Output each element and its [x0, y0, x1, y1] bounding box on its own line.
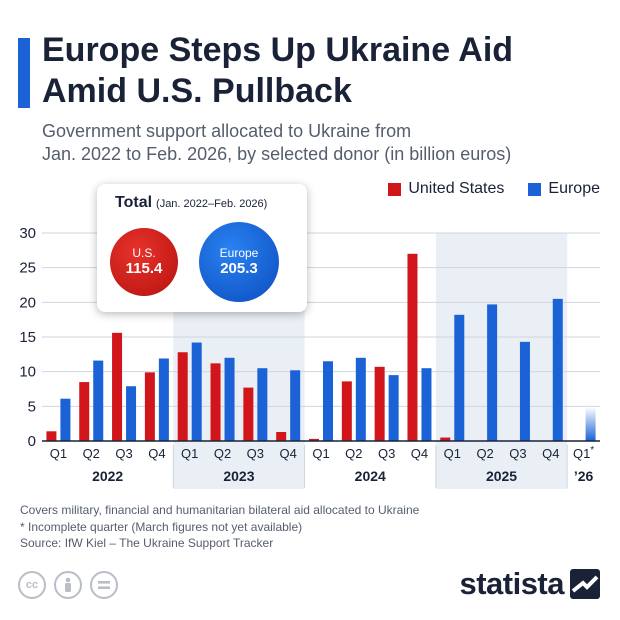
x-tick-label: Q3 — [115, 446, 132, 461]
x-tick-label: Q4 — [148, 446, 165, 461]
x-tick-label: Q1 — [181, 446, 198, 461]
europe-total-label: Europe — [219, 246, 259, 260]
us-total-label: U.S. — [132, 246, 156, 260]
europe-total-value: 205.3 — [220, 260, 258, 277]
x-tick-label: Q4 — [542, 446, 559, 461]
y-tick-label: 20 — [19, 294, 36, 311]
statista-wordmark: statista — [459, 566, 564, 601]
page-title: Europe Steps Up Ukraine Aid Amid U.S. Pu… — [42, 31, 514, 110]
legend-label-europe: Europe — [548, 180, 600, 197]
year-label: 2024 — [355, 468, 386, 484]
bar-us — [243, 387, 254, 441]
bar-europe — [519, 341, 530, 441]
legend-item-europe: Europe — [528, 180, 600, 198]
bar-us — [440, 437, 451, 441]
y-tick-label: 25 — [19, 260, 36, 277]
bar-us — [407, 253, 418, 441]
x-tick-label: Q1* — [573, 445, 594, 461]
bar-europe — [454, 314, 465, 441]
x-tick-label: Q1 — [50, 446, 67, 461]
chart-legend: United States Europe — [364, 180, 600, 198]
bar-europe — [585, 407, 596, 441]
title-accent-bar — [18, 38, 30, 108]
bar-us — [341, 381, 352, 441]
person-icon[interactable] — [54, 571, 82, 599]
bar-us — [309, 438, 319, 441]
legend-swatch-europe — [528, 182, 542, 196]
x-tick-label: Q2 — [83, 446, 100, 461]
footnote-coverage: Covers military, financial and humanitar… — [20, 503, 420, 517]
bar-us — [177, 352, 188, 441]
x-tick-label: Q1 — [312, 446, 329, 461]
x-tick-label: Q3 — [247, 446, 264, 461]
bar-us — [374, 366, 385, 441]
bar-europe — [257, 368, 268, 441]
bar-europe — [290, 370, 301, 441]
x-tick-label: Q4 — [280, 446, 297, 461]
license-icons: cc — [18, 571, 126, 599]
y-tick-label: 10 — [19, 364, 36, 381]
year-label: ’26 — [574, 468, 594, 484]
x-tick-label: Q3 — [378, 446, 395, 461]
cc-icon[interactable]: cc — [18, 571, 46, 599]
legend-item-us: United States — [388, 180, 504, 198]
us-total-value: 115.4 — [125, 260, 163, 277]
bar-europe — [421, 368, 432, 441]
bar-europe — [158, 358, 169, 441]
bar-europe — [552, 298, 563, 441]
year-label: 2022 — [92, 468, 123, 484]
equals-icon[interactable] — [90, 571, 118, 599]
footnote-source: Source: IfW Kiel – The Ukraine Support T… — [20, 536, 274, 550]
statista-brand[interactable]: statista — [459, 566, 600, 602]
bar-us — [112, 332, 123, 441]
legend-swatch-us — [388, 182, 402, 196]
bar-us — [144, 372, 155, 441]
footnote-incomplete: * Incomplete quarter (March figures not … — [20, 519, 303, 534]
bar-us — [46, 431, 57, 441]
year-label: 2025 — [486, 468, 517, 484]
us-total-bubble: U.S. 115.4 — [110, 228, 178, 296]
y-tick-label: 5 — [28, 398, 36, 415]
totals-range: (Jan. 2022–Feb. 2026) — [156, 198, 268, 210]
footnotes: Covers military, financial and humanitar… — [20, 502, 419, 552]
bar-europe — [191, 342, 202, 441]
x-tick-label: Q4 — [411, 446, 428, 461]
legend-label-us: United States — [408, 180, 505, 197]
bar-us — [79, 382, 90, 441]
bar-europe — [355, 357, 366, 441]
bar-europe — [323, 361, 333, 441]
x-tick-label: Q3 — [509, 446, 526, 461]
year-label: 2023 — [223, 468, 254, 484]
x-tick-label: Q2 — [345, 446, 362, 461]
bar-us — [210, 363, 221, 441]
x-tick-label: Q2 — [214, 446, 231, 461]
page-subtitle: Government support allocated to Ukraine … — [42, 121, 512, 164]
y-tick-label: 15 — [19, 329, 36, 346]
bar-europe — [487, 304, 498, 441]
totals-title: Total (Jan. 2022–Feb. 2026) — [115, 194, 268, 211]
x-tick-label: Q1 — [444, 446, 461, 461]
statista-logo-icon — [570, 569, 600, 599]
bar-europe — [93, 360, 104, 441]
bar-europe — [126, 386, 137, 441]
bar-europe — [60, 398, 71, 441]
europe-total-bubble: Europe 205.3 — [199, 222, 279, 302]
y-tick-label: 0 — [28, 433, 36, 450]
bar-us — [276, 431, 287, 441]
totals-card: Total (Jan. 2022–Feb. 2026) U.S. 115.4 Eu… — [97, 184, 307, 312]
x-tick-label: Q2 — [476, 446, 493, 461]
bar-europe — [224, 357, 235, 441]
bar-europe — [388, 375, 399, 441]
y-tick-label: 30 — [19, 225, 36, 242]
